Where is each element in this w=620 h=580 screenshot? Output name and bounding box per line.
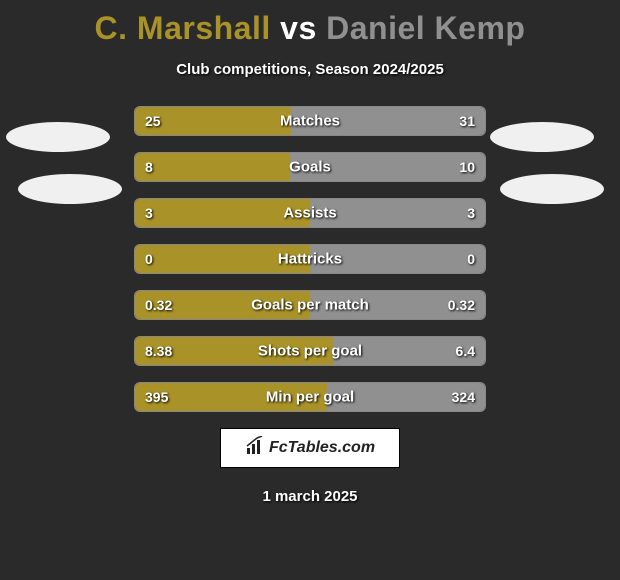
player-badge-ellipse — [6, 122, 110, 152]
brand-logo: FcTables.com — [220, 428, 400, 468]
player-badge-ellipse — [500, 174, 604, 204]
footer-date: 1 march 2025 — [0, 488, 620, 505]
stat-row: 0.320.32Goals per match — [134, 290, 486, 320]
player2-name: Daniel Kemp — [326, 10, 525, 46]
brand-text: FcTables.com — [269, 439, 375, 457]
stat-row: 395324Min per goal — [134, 382, 486, 412]
stats-bars: 2531Matches 810Goals 33Assists 00Hattricks 0… — [134, 106, 486, 412]
player1-name: C. Marshall — [95, 10, 271, 46]
stat-label: Matches — [135, 113, 485, 130]
stat-row: 8.386.4Shots per goal — [134, 336, 486, 366]
player-badge-ellipse — [18, 174, 122, 204]
stat-row: 33Assists — [134, 198, 486, 228]
vs-text: vs — [280, 10, 317, 46]
player-badge-ellipse — [490, 122, 594, 152]
stat-row: 810Goals — [134, 152, 486, 182]
chart-icon — [245, 436, 265, 461]
stat-label: Min per goal — [135, 389, 485, 406]
stat-label: Assists — [135, 205, 485, 222]
stat-label: Goals per match — [135, 297, 485, 314]
stat-row: 2531Matches — [134, 106, 486, 136]
stat-label: Hattricks — [135, 251, 485, 268]
subtitle: Club competitions, Season 2024/2025 — [0, 61, 620, 78]
stat-label: Shots per goal — [135, 343, 485, 360]
stat-label: Goals — [135, 159, 485, 176]
stat-row: 00Hattricks — [134, 244, 486, 274]
comparison-title: C. Marshall vs Daniel Kemp — [0, 0, 620, 47]
